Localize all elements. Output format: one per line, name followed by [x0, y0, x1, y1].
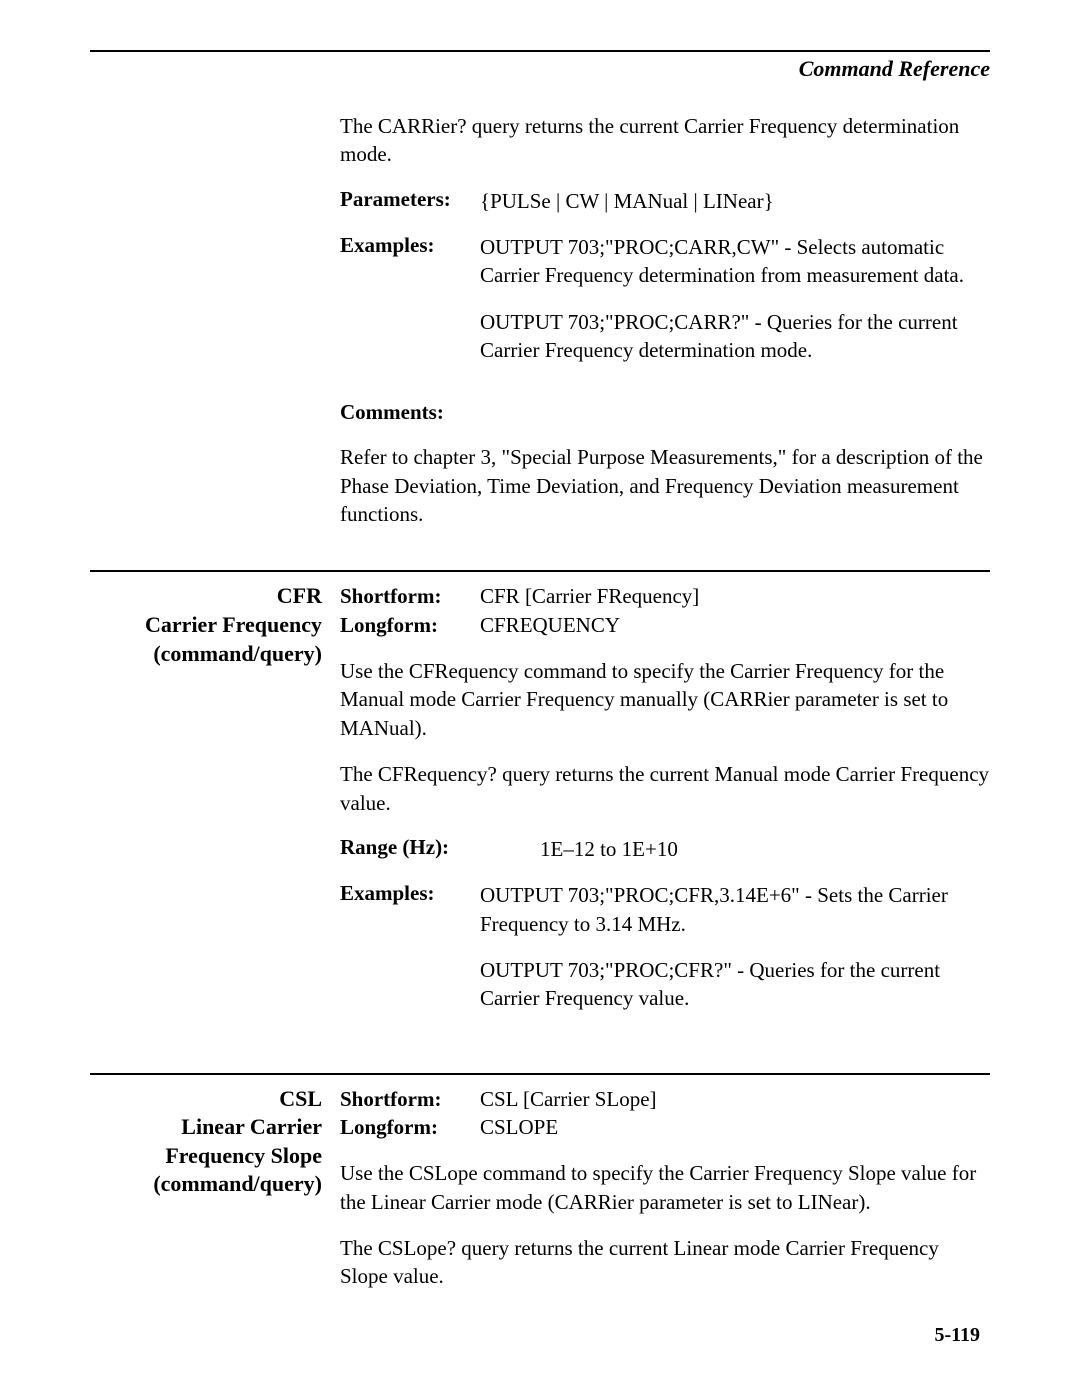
cfr-example-1: OUTPUT 703;"PROC;CFR,3.14E+6" - Sets the… [480, 881, 990, 938]
cfr-block: CFR Carrier Frequency (command/query) Sh… [90, 582, 990, 1048]
header-rule [90, 50, 990, 52]
csl-shortform-label: Shortform: [340, 1085, 480, 1113]
carr-comments-row: Comments: [340, 400, 990, 425]
csl-title-2: Linear Carrier [90, 1113, 322, 1142]
csl-shortform-value: CSL [Carrier SLope] [480, 1085, 657, 1113]
cfr-longform-value: CFREQUENCY [480, 611, 699, 639]
carr-example-1: OUTPUT 703;"PROC;CARR,CW" - Selects auto… [480, 233, 990, 290]
cfr-longform-label: Longform: [340, 611, 480, 639]
cfr-desc-2: The CFRequency? query returns the curren… [340, 760, 990, 817]
cfr-example-2: OUTPUT 703;"PROC;CFR?" - Queries for the… [480, 956, 990, 1013]
csl-desc-1: Use the CSLope command to specify the Ca… [340, 1159, 990, 1216]
comments-label: Comments: [340, 400, 480, 425]
cfr-right: Shortform: Longform: CFR [Carrier FReque… [340, 582, 990, 1048]
cfr-left: CFR Carrier Frequency (command/query) [90, 582, 340, 668]
csl-sl-values: CSL [Carrier SLope] CSLOPE [480, 1085, 657, 1142]
carr-parameters-row: Parameters: {PULSe | CW | MANual | LINea… [340, 187, 990, 215]
cfr-shortform-label: Shortform: [340, 582, 480, 610]
csl-sl-labels: Shortform: Longform: [340, 1085, 480, 1142]
carr-comments-text: Refer to chapter 3, "Special Purpose Mea… [340, 443, 990, 528]
cfr-sl-labels: Shortform: Longform: [340, 582, 480, 639]
csl-title-1: CSL [90, 1085, 322, 1114]
cfr-examples-row: Examples: OUTPUT 703;"PROC;CFR,3.14E+6" … [340, 881, 990, 1030]
csl-title-3: Frequency Slope [90, 1142, 322, 1171]
carr-examples-values: OUTPUT 703;"PROC;CARR,CW" - Selects auto… [480, 233, 990, 382]
cfr-shortlong: Shortform: Longform: CFR [Carrier FReque… [340, 582, 990, 639]
range-value: 1E–12 to 1E+10 [480, 835, 990, 863]
section-rule-1 [90, 570, 990, 572]
cfr-title-1: CFR [90, 582, 322, 611]
examples-label: Examples: [340, 233, 480, 258]
cfr-examples-label: Examples: [340, 881, 480, 906]
parameters-value: {PULSe | CW | MANual | LINear} [480, 187, 990, 215]
csl-longform-value: CSLOPE [480, 1113, 657, 1141]
csl-right: Shortform: Longform: CSL [Carrier SLope]… [340, 1085, 990, 1309]
csl-longform-label: Longform: [340, 1113, 480, 1141]
range-label: Range (Hz): [340, 835, 480, 860]
csl-title-4: (command/query) [90, 1170, 322, 1199]
csl-desc-2: The CSLope? query returns the current Li… [340, 1234, 990, 1291]
carr-examples-row: Examples: OUTPUT 703;"PROC;CARR,CW" - Se… [340, 233, 990, 382]
section-rule-2 [90, 1073, 990, 1075]
csl-left: CSL Linear Carrier Frequency Slope (comm… [90, 1085, 340, 1199]
cfr-title-3: (command/query) [90, 640, 322, 669]
carr-right: The CARRier? query returns the current C… [340, 112, 990, 546]
cfr-range-row: Range (Hz): 1E–12 to 1E+10 [340, 835, 990, 863]
csl-shortlong: Shortform: Longform: CSL [Carrier SLope]… [340, 1085, 990, 1142]
csl-block: CSL Linear Carrier Frequency Slope (comm… [90, 1085, 990, 1309]
carr-example-2: OUTPUT 703;"PROC;CARR?" - Queries for th… [480, 308, 990, 365]
carr-intro: The CARRier? query returns the current C… [340, 112, 990, 169]
header-title: Command Reference [90, 56, 990, 82]
cfr-shortform-value: CFR [Carrier FRequency] [480, 582, 699, 610]
parameters-label: Parameters: [340, 187, 480, 212]
cfr-desc-1: Use the CFRequency command to specify th… [340, 657, 990, 742]
page: Command Reference The CARRier? query ret… [0, 0, 1080, 1397]
carr-block: The CARRier? query returns the current C… [90, 112, 990, 546]
cfr-examples-values: OUTPUT 703;"PROC;CFR,3.14E+6" - Sets the… [480, 881, 990, 1030]
cfr-title-2: Carrier Frequency [90, 611, 322, 640]
cfr-sl-values: CFR [Carrier FRequency] CFREQUENCY [480, 582, 699, 639]
page-number: 5-119 [934, 1324, 980, 1347]
